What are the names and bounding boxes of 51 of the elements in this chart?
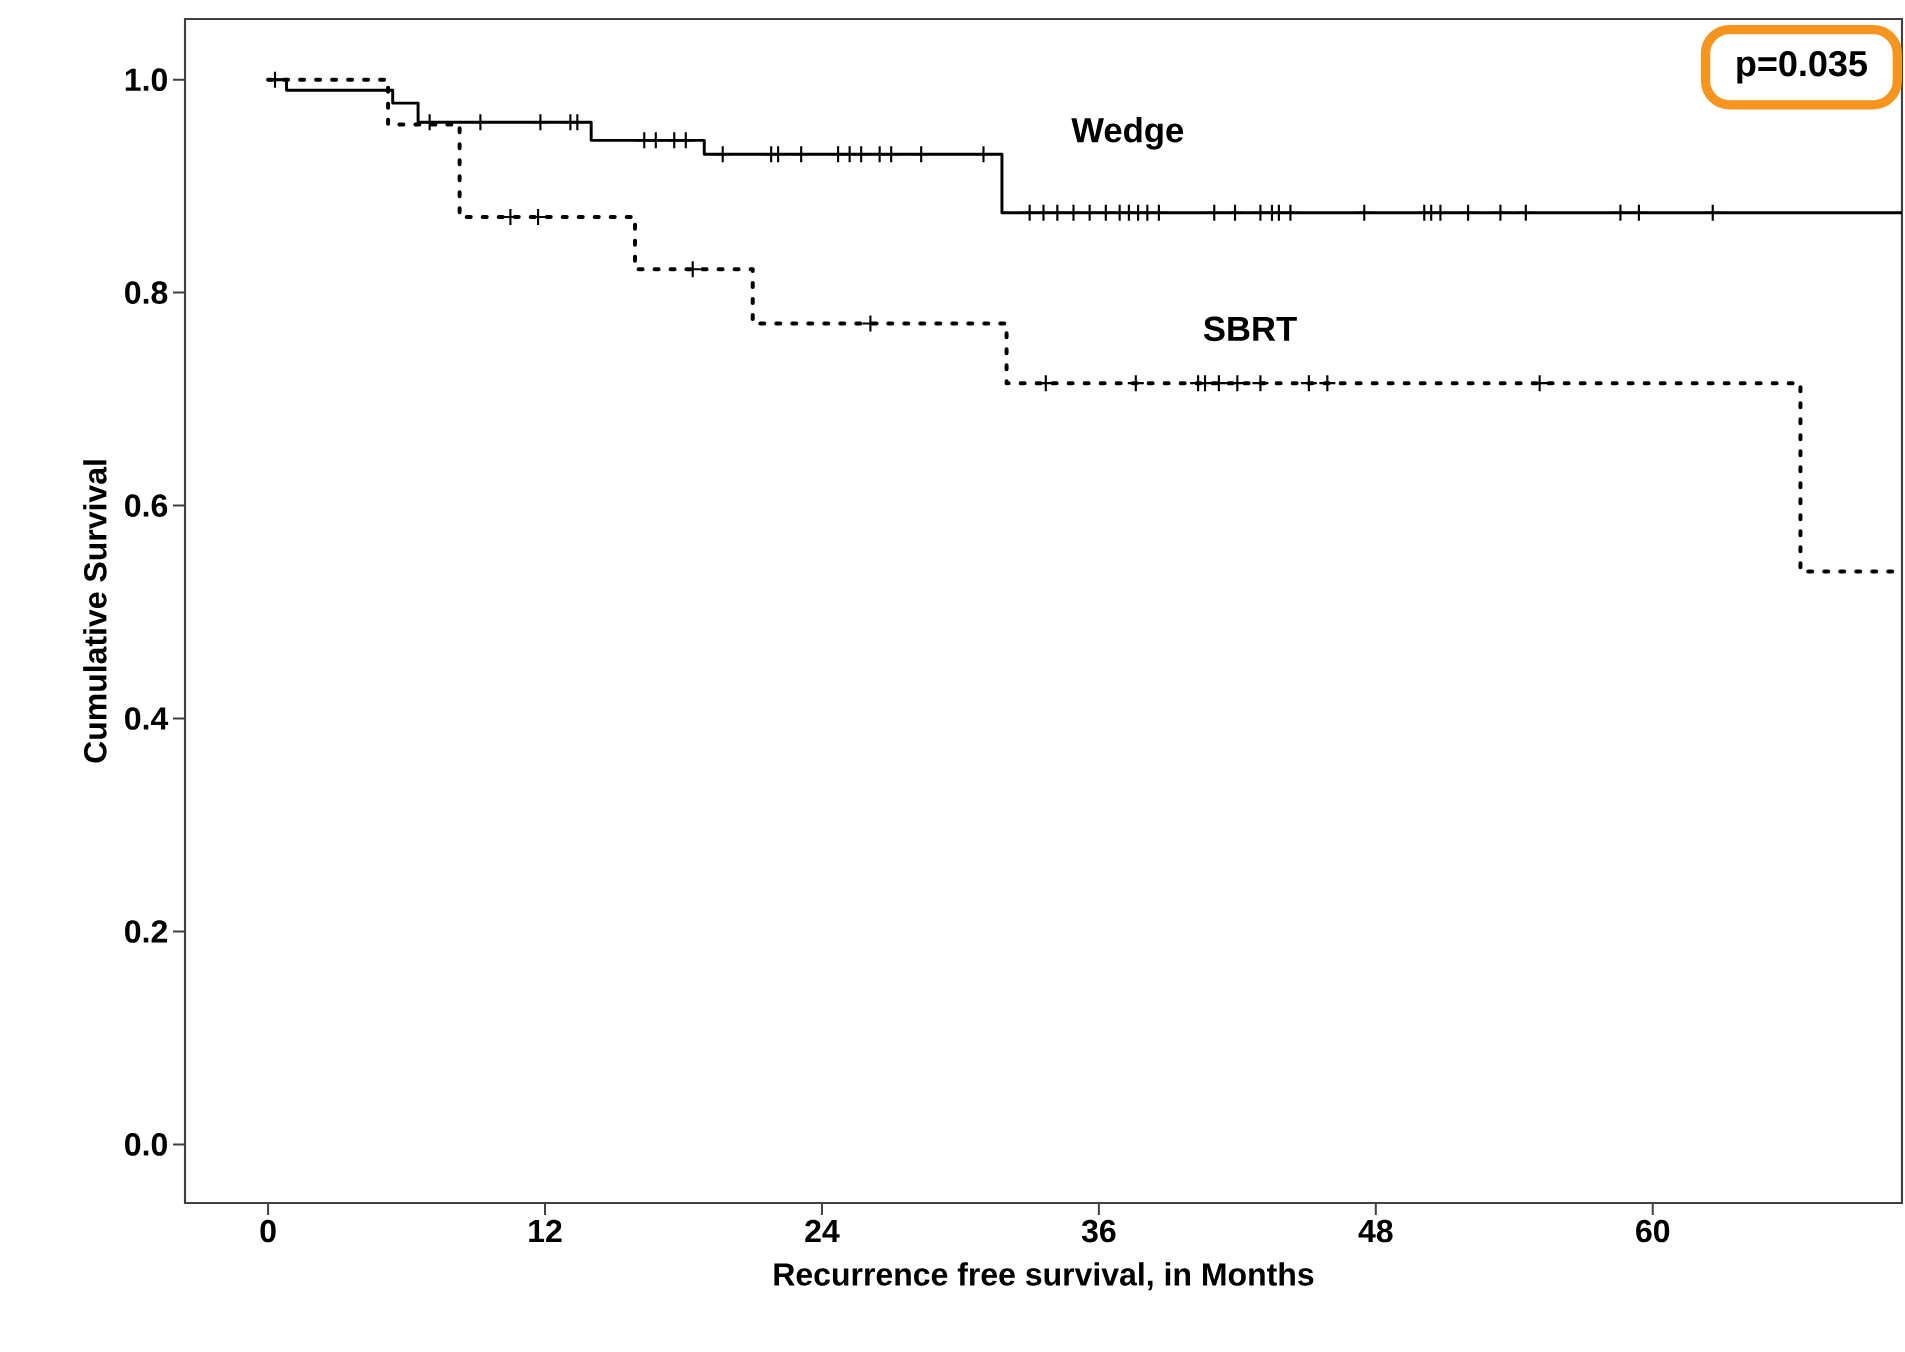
point	[1096, 203, 1115, 222]
point	[912, 145, 931, 164]
point	[1318, 374, 1337, 393]
point	[1629, 203, 1648, 222]
point	[1064, 203, 1083, 222]
point	[792, 145, 811, 164]
point	[1355, 203, 1374, 222]
x-tick-label: 36	[1081, 1219, 1116, 1243]
point	[861, 314, 880, 333]
point	[1611, 203, 1630, 222]
x-tick-label: 12	[529, 1219, 562, 1243]
point	[1281, 203, 1300, 222]
y-tick-label: 0.2	[125, 920, 168, 943]
point	[974, 145, 993, 164]
point	[1149, 203, 1168, 222]
point	[1703, 203, 1722, 222]
point	[852, 145, 871, 164]
y-tick-label: 0.8	[125, 281, 168, 304]
point	[471, 113, 490, 132]
series-label: SBRT	[1203, 316, 1297, 342]
point	[1516, 203, 1535, 222]
point	[1048, 203, 1067, 222]
point	[1431, 203, 1450, 222]
y-tick-label: 1.0	[125, 68, 167, 91]
point	[1126, 374, 1145, 393]
y-tick-label: 0.6	[125, 494, 168, 517]
point	[1459, 203, 1478, 222]
x-tick-label: 60	[1636, 1219, 1670, 1243]
point	[1491, 203, 1510, 222]
x-axis-title: Recurrence free survival, in Months	[774, 1262, 1314, 1291]
point	[531, 113, 550, 132]
x-tick-label: 48	[1358, 1219, 1393, 1243]
point	[1080, 203, 1099, 222]
annotation: p=0.035	[1737, 50, 1867, 84]
point	[676, 131, 695, 150]
point	[683, 260, 702, 279]
x-tick-label: 24	[805, 1219, 840, 1243]
point	[713, 145, 732, 164]
point	[1299, 374, 1318, 393]
point	[1205, 203, 1224, 222]
point	[882, 145, 901, 164]
point	[1251, 374, 1270, 393]
y-axis-title: Cumulative Survival	[83, 460, 107, 763]
point	[1209, 374, 1228, 393]
x-tick-label: 0	[260, 1219, 276, 1243]
series-label: Wedge	[1071, 117, 1184, 150]
y-tick-label: 0.0	[125, 1133, 167, 1156]
point	[420, 113, 439, 132]
point	[1225, 203, 1245, 222]
y-tick-label: 0.4	[125, 707, 169, 730]
point	[646, 131, 665, 150]
